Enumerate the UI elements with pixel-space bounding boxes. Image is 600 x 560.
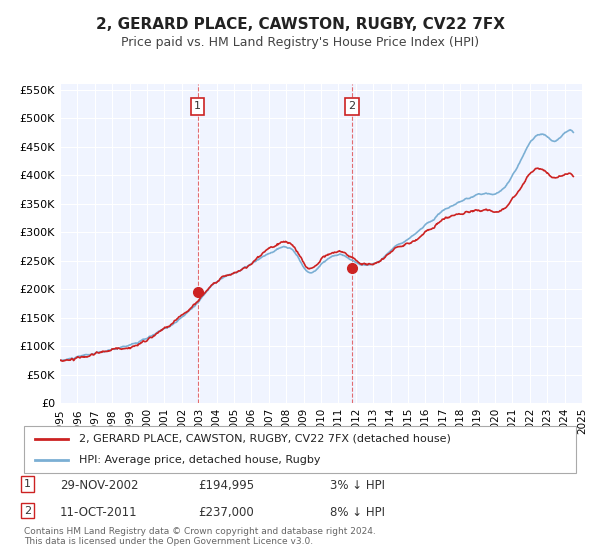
FancyBboxPatch shape — [24, 426, 576, 473]
Text: £237,000: £237,000 — [198, 506, 254, 519]
Text: 8% ↓ HPI: 8% ↓ HPI — [330, 506, 385, 519]
Text: 3% ↓ HPI: 3% ↓ HPI — [330, 479, 385, 492]
Text: 2: 2 — [24, 506, 31, 516]
Text: 1: 1 — [24, 479, 31, 489]
Text: 2, GERARD PLACE, CAWSTON, RUGBY, CV22 7FX (detached house): 2, GERARD PLACE, CAWSTON, RUGBY, CV22 7F… — [79, 434, 451, 444]
Text: 1: 1 — [194, 101, 201, 111]
Text: 2: 2 — [349, 101, 356, 111]
Text: £194,995: £194,995 — [198, 479, 254, 492]
Text: 11-OCT-2011: 11-OCT-2011 — [60, 506, 137, 519]
Text: HPI: Average price, detached house, Rugby: HPI: Average price, detached house, Rugb… — [79, 455, 320, 465]
Text: Price paid vs. HM Land Registry's House Price Index (HPI): Price paid vs. HM Land Registry's House … — [121, 36, 479, 49]
Text: Contains HM Land Registry data © Crown copyright and database right 2024.
This d: Contains HM Land Registry data © Crown c… — [24, 526, 376, 546]
Text: 2, GERARD PLACE, CAWSTON, RUGBY, CV22 7FX: 2, GERARD PLACE, CAWSTON, RUGBY, CV22 7F… — [95, 17, 505, 32]
Text: 29-NOV-2002: 29-NOV-2002 — [60, 479, 139, 492]
